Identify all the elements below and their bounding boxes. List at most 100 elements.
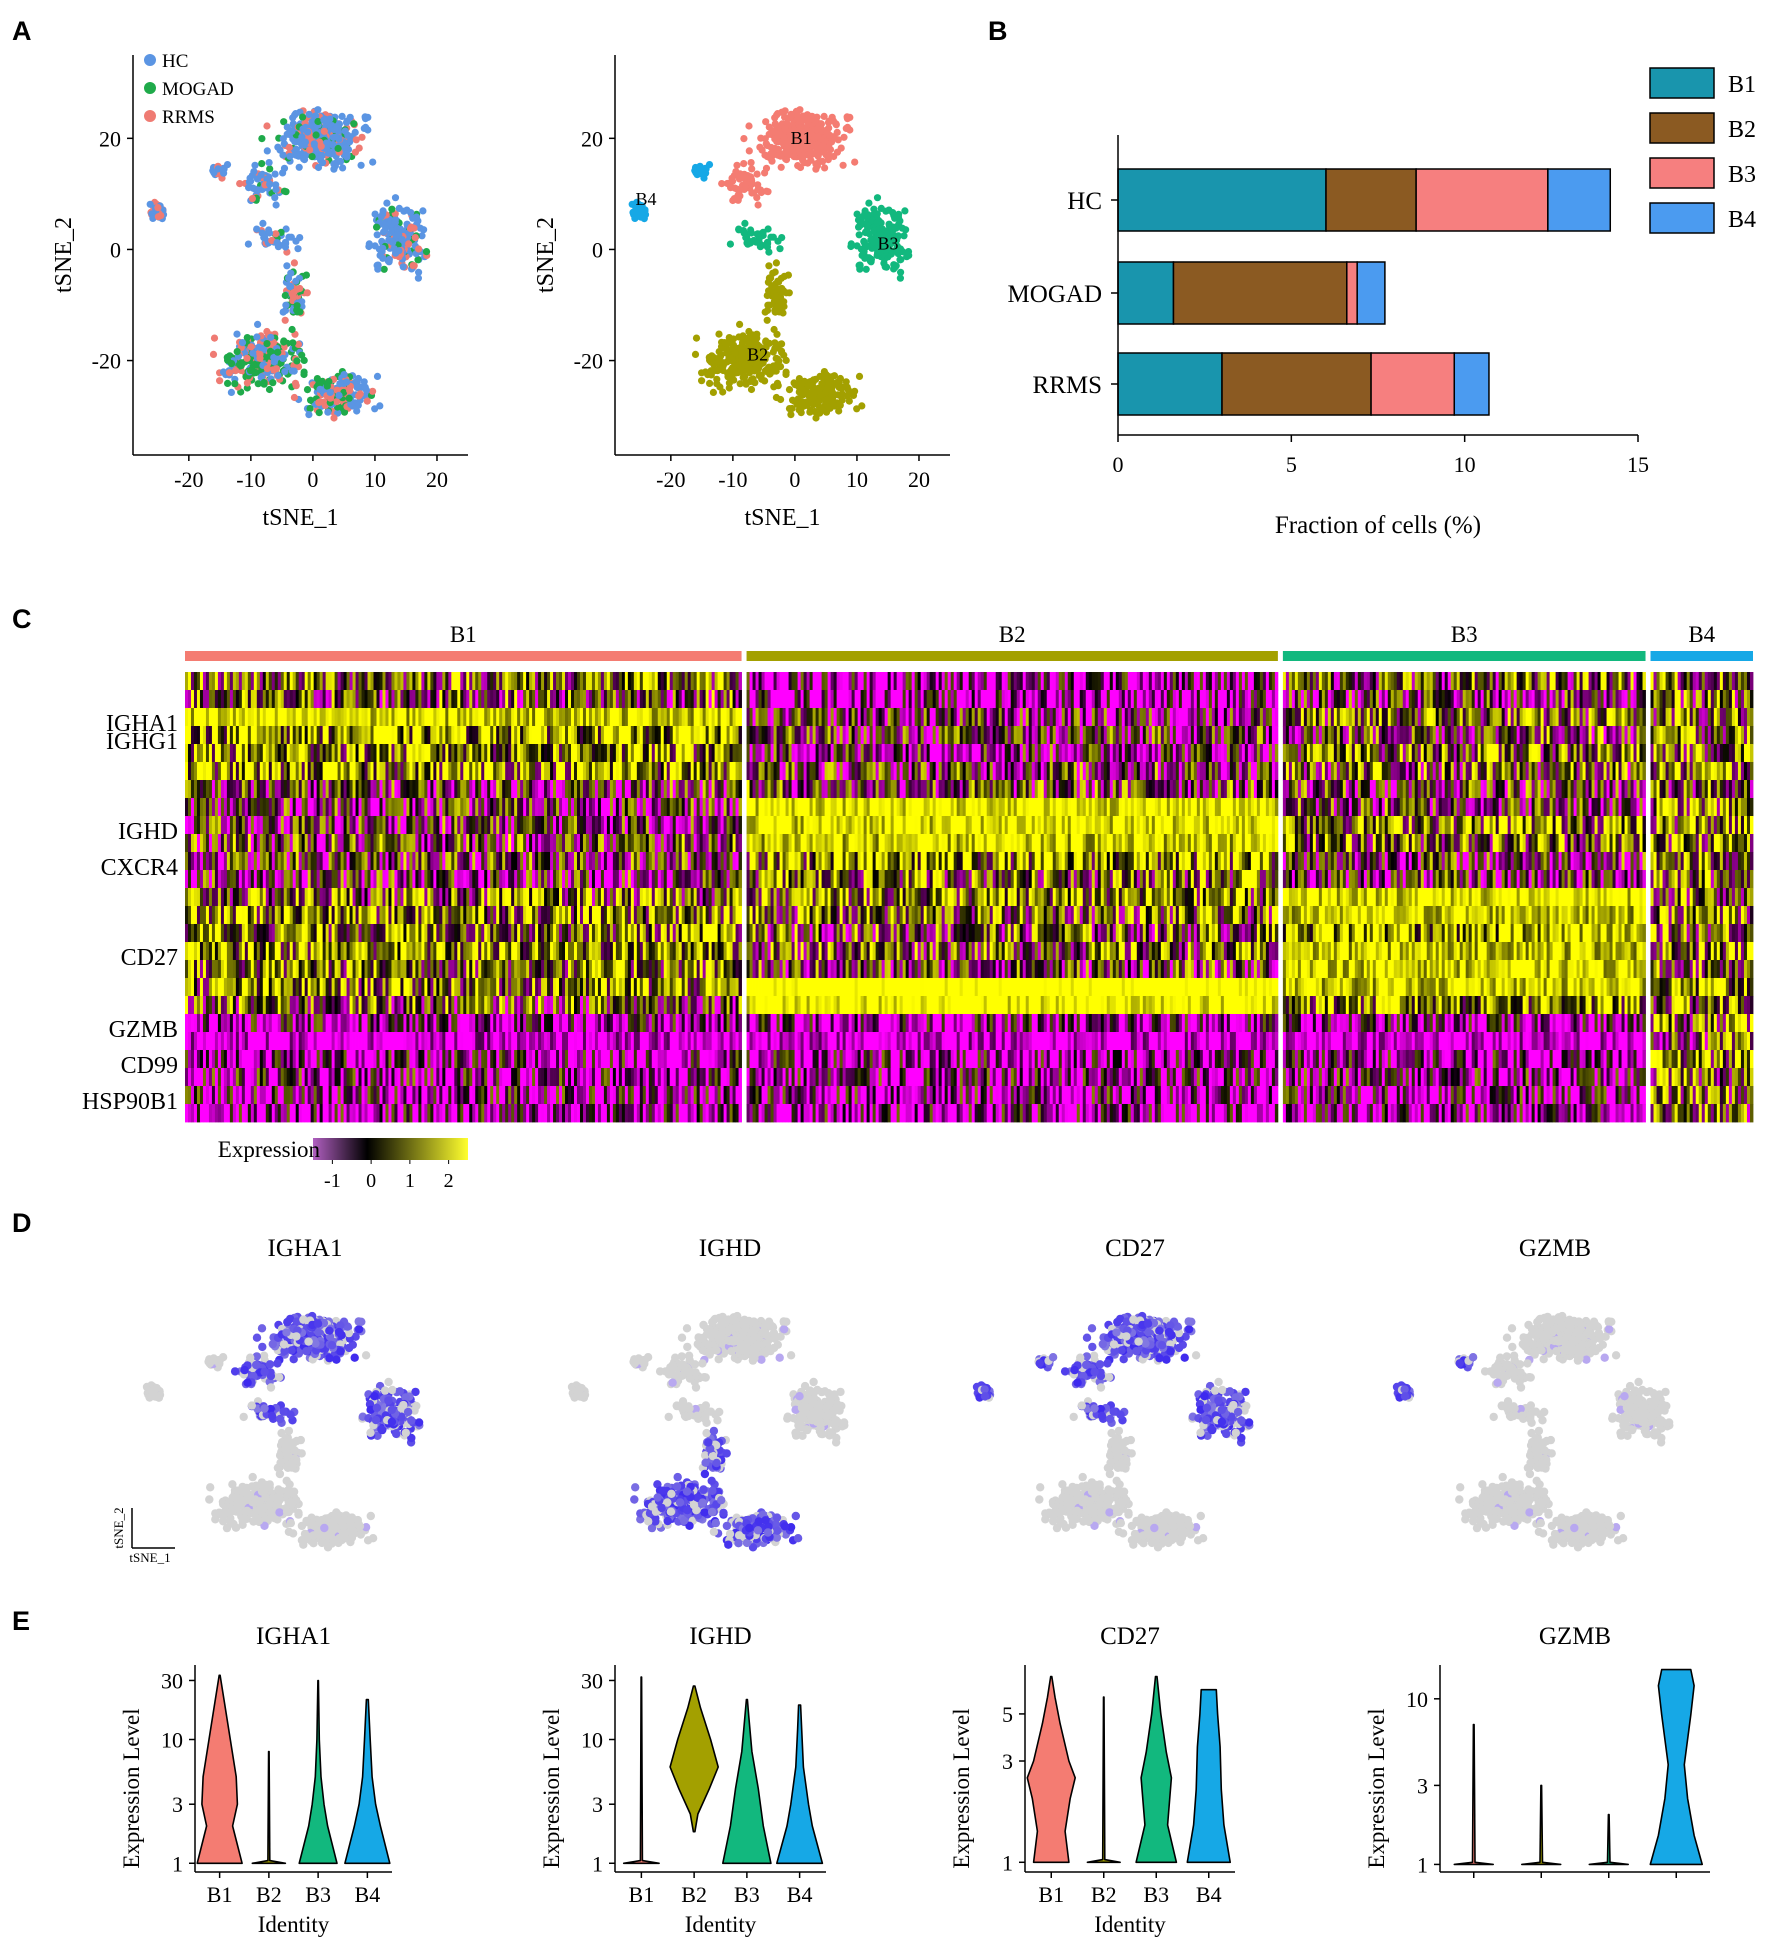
heat-cell [199,708,204,727]
heat-cell [325,852,330,871]
heat-cell [612,726,617,745]
heat-cell [535,852,539,871]
heat-cell [469,690,473,709]
heat-cell [436,888,440,907]
heat-cell [226,672,231,691]
heat-cell [349,672,353,691]
tsne-point [331,125,339,133]
tsne-point [238,339,247,347]
heat-cell [648,744,653,763]
heat-cell [478,852,482,871]
heat-cell [424,780,428,799]
heat-cell [385,870,389,889]
heat-cell [666,780,671,799]
heat-cell [538,852,542,871]
heat-cell [364,906,368,925]
heat-cell [409,816,413,835]
heat-cell [220,852,225,871]
heat-cell [415,672,419,691]
heat-cell [708,834,713,853]
heat-cell [226,870,231,889]
heat-cell [618,744,623,763]
heat-cell [475,798,479,817]
heat-cell [514,798,518,817]
heat-cell [313,906,318,925]
heat-cell [355,708,359,727]
heat-cell [579,690,584,709]
heat-cell [553,690,557,709]
heat-cell [633,780,638,799]
heat-cell [304,672,309,691]
heat-cell [714,816,719,835]
heat-cell [669,762,674,781]
heat-cell [624,672,629,691]
heat-cell [286,798,291,817]
heat-cell [556,816,560,835]
heat-cell [238,690,243,709]
heat-cell [469,798,473,817]
heat-cell [642,852,647,871]
heat-cell [355,852,359,871]
heat-cell [334,708,338,727]
heat-cell [424,690,428,709]
heat-cell [400,780,404,799]
heat-cell [274,870,279,889]
heat-cell [292,816,297,835]
heat-cell [394,852,398,871]
heat-cell [696,852,701,871]
tsne-point [770,367,779,375]
heat-cell [208,816,213,835]
heat-cell [232,780,237,799]
heat-cell [672,762,677,781]
tsne-point [395,231,403,239]
heat-cell [445,798,449,817]
heat-cell [244,744,249,763]
heat-cell [585,888,590,907]
heat-cell [442,708,446,727]
heat-cell [283,870,288,889]
heat-cell [370,690,374,709]
heat-cell [424,816,428,835]
tsne-point [735,225,743,233]
heat-cell [295,816,300,835]
heat-cell [304,762,309,781]
heat-cell [358,744,362,763]
tsne-point [855,231,863,239]
heat-cell [385,726,389,745]
heat-cell [502,798,506,817]
tsne-point [775,302,783,310]
heat-cell [307,834,312,853]
tsne-point [692,334,701,342]
heat-cell [588,870,593,889]
heat-cell [663,726,668,745]
heat-cell [430,690,434,709]
heat-cell [636,816,641,835]
heat-cell [678,690,683,709]
heat-cell [618,834,623,853]
heat-cell [307,870,312,889]
heat-cell [675,780,680,799]
heat-cell [681,834,686,853]
heat-cell [705,888,710,907]
heat-cell [726,672,730,691]
heat-cell [606,906,611,925]
heat-cell [328,870,333,889]
heat-cell [609,762,614,781]
tsne-point [312,112,320,120]
heat-cell [412,798,416,817]
heat-cell [316,690,321,709]
heat-cell [214,870,219,889]
heat-cell [379,780,383,799]
heat-cell [657,708,662,727]
tsne-point [286,282,295,290]
heat-cell [187,870,192,889]
heat-cell [696,780,701,799]
heat-cell [693,816,698,835]
tsne-point [754,230,762,238]
heat-cell [648,816,653,835]
heat-cell [322,888,327,907]
heat-cell [406,672,410,691]
tsne-point [692,169,700,177]
heat-cell [648,690,653,709]
tsne-point [266,165,274,173]
